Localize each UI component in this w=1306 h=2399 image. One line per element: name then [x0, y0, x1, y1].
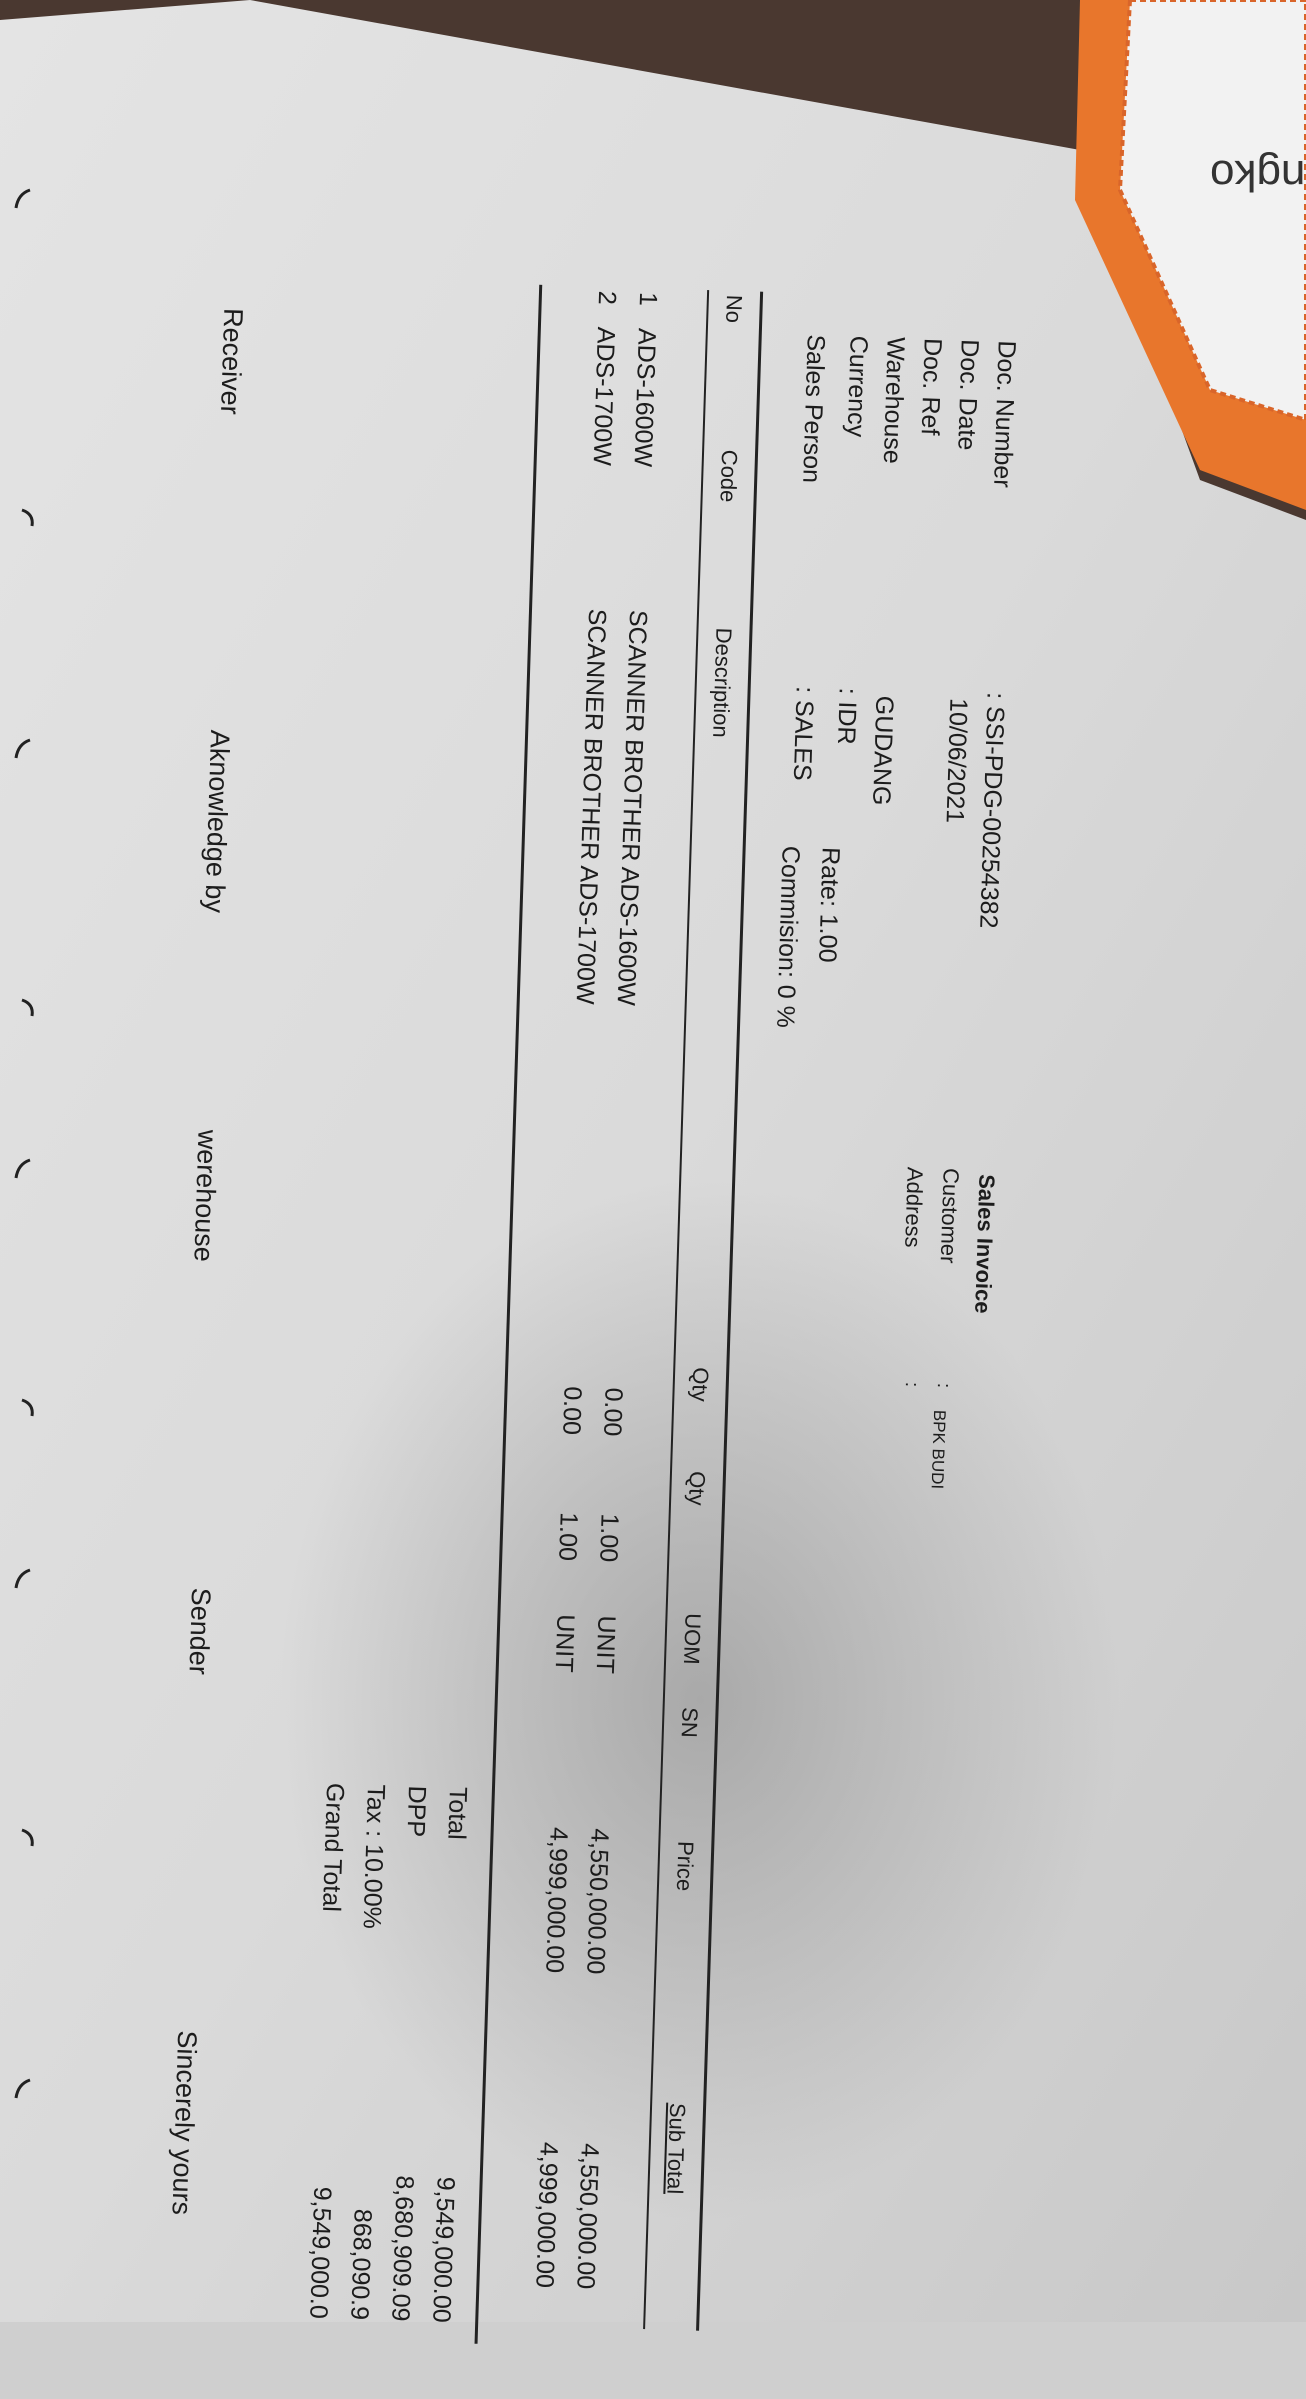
binding-marks: [14, 188, 34, 2099]
hand-shadow: [280, 1180, 1120, 2220]
address-label: Address: [900, 1166, 928, 1249]
row-price: 4,999,000.00: [540, 1826, 573, 1974]
customer-label: Customer: [935, 1167, 964, 1264]
dpp-label: DPP: [401, 1785, 432, 1838]
doc-date-value: 10/06/2021: [940, 697, 973, 824]
tax-value: 868,090.9: [345, 2208, 377, 2321]
row-code: ADS-1600W: [628, 327, 661, 468]
col-uom: UOM: [678, 1612, 706, 1665]
signature-sender: Sender: [183, 1587, 217, 1676]
dpp-value: 8,680,909.09: [386, 2175, 419, 2322]
row-subtotal: 4,550,000.00: [571, 2142, 604, 2290]
row-description: SCANNER BROTHER ADS-1700W: [570, 608, 612, 1005]
col-description: Description: [708, 627, 737, 739]
warehouse-label: Warehouse: [877, 336, 910, 465]
col-code: Code: [715, 449, 743, 503]
row-qty: 0.00: [557, 1385, 587, 1436]
col-qty: Qty: [687, 1366, 714, 1402]
signature-receiver: Receiver: [215, 307, 249, 416]
row-subtotal: 4,999,000.00: [530, 2141, 563, 2289]
grand-total-value: 9,549,000.0: [304, 2186, 337, 2320]
row-no: 2: [592, 290, 622, 306]
table-top-rule: [696, 291, 764, 2331]
address-colon: :: [900, 1381, 922, 1388]
col-sn: SN: [676, 1706, 703, 1739]
orange-card-inner: [1117, 0, 1306, 423]
sales-invoice-document: Doc. Number : SSI-PDG-00254382 Doc. Date…: [59, 272, 1025, 2399]
customer-colon: :: [932, 1382, 954, 1389]
card-lettering: ngko: [1210, 151, 1306, 200]
row-qty-2: 1.00: [553, 1511, 583, 1562]
signature-warehouse: werehouse: [188, 1129, 223, 1263]
col-subtotal: Sub Total: [662, 2102, 691, 2195]
rate-value: Rate: 1.00: [813, 846, 845, 963]
grand-total-label: Grand Total: [317, 1782, 350, 1913]
total-value: 9,549,000.00: [427, 2176, 460, 2324]
col-no: No: [721, 294, 748, 324]
col-price: Price: [671, 1840, 699, 1892]
currency-label: Currency: [841, 335, 873, 438]
doc-date-label: Doc. Date: [952, 338, 984, 451]
row-qty-2: 1.00: [594, 1513, 624, 1563]
customer-value: BPK BUDI: [927, 1409, 950, 1490]
commision-value: Commision: 0 %: [771, 845, 805, 1029]
doc-number-label: Doc. Number: [988, 340, 1021, 489]
tax-label: Tax : 10.00%: [357, 1783, 391, 1930]
table-header-rule: [643, 290, 710, 2330]
doc-number-value: : SSI-PDG-00254382: [974, 691, 1010, 929]
sales-person-value: : SALES: [787, 685, 819, 782]
sales-person-label: Sales Person: [797, 334, 830, 484]
col-qty-2: Qty: [683, 1470, 711, 1506]
row-no: 1: [633, 291, 663, 307]
row-qty: 0.00: [598, 1387, 628, 1437]
total-label: Total: [442, 1786, 473, 1841]
row-description: SCANNER BROTHER ADS-1600W: [611, 609, 653, 1007]
row-uom: UNIT: [590, 1615, 621, 1675]
row-price: 4,550,000.00: [581, 1827, 614, 1975]
signature-acknowledge: Aknowledge by: [199, 729, 236, 914]
row-code: ADS-1700W: [587, 326, 620, 467]
doc-ref-label: Doc. Ref: [915, 337, 947, 436]
row-uom: UNIT: [549, 1613, 580, 1673]
document-title: Sales Invoice: [970, 1173, 1000, 1314]
signature-sincerely: Sincerely yours: [166, 2030, 203, 2216]
currency-value: : IDR: [831, 687, 862, 745]
photo-background: [0, 0, 1306, 2322]
table-bottom-rule: [474, 284, 543, 2344]
warehouse-value: GUDANG: [867, 695, 899, 806]
